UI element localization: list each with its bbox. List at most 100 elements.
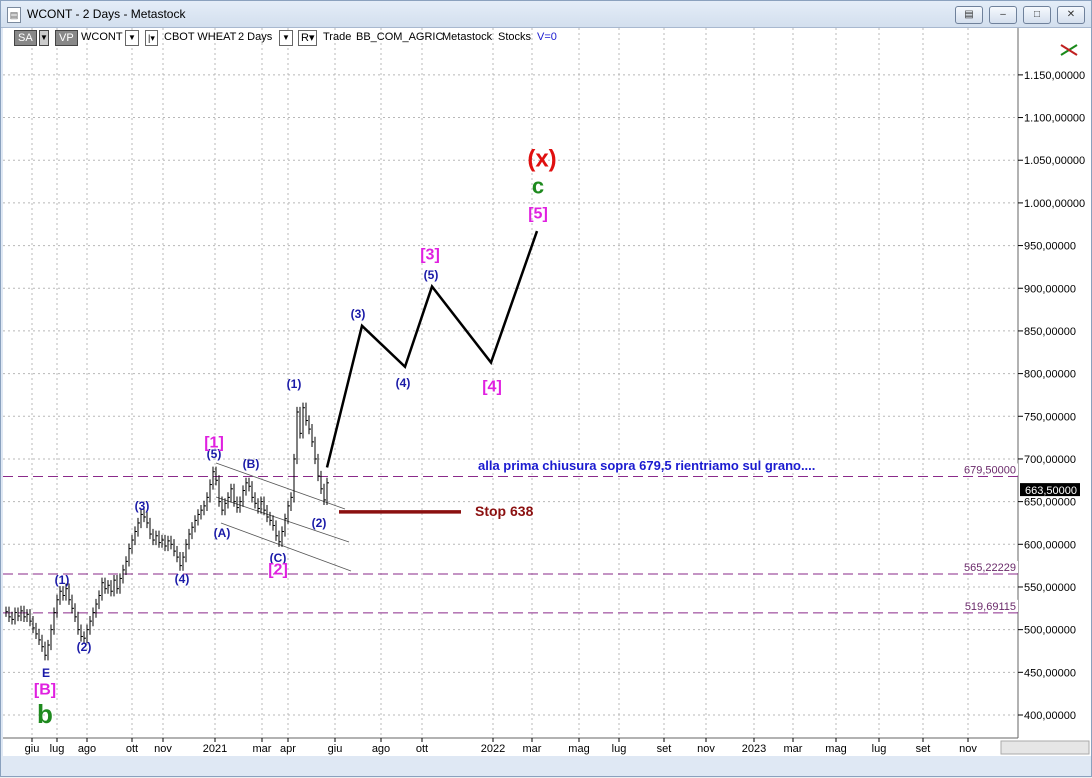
x-axis-panel [3,738,1091,756]
x-tick-label: mag [825,743,846,755]
wave-label: b [37,699,53,729]
instrument-name: CBOT WHEAT [164,31,237,43]
y-tick-label: 850,00000 [1024,326,1076,338]
r-dropdown[interactable]: R▾ [298,30,318,46]
wave-label: [1] [204,435,224,452]
projection-line [325,230,539,468]
symbol-dropdown-icon[interactable]: ▼ [125,30,139,46]
y-tick-label: 1.150,00000 [1024,70,1085,82]
wave-label: (2) [77,640,92,654]
symbol-label: WCONT [81,31,123,43]
x-tick-label: ott [416,743,428,755]
wave-labels: (1) (2) (3) (4) (5) (A) (B) (C) (1) (2) (3) (4) (5) E… [34,145,557,729]
y-tick-label: 950,00000 [1024,241,1076,253]
wave-label: [5] [528,206,548,223]
wave-label: (C) [270,551,287,565]
level-label-bg [956,463,1018,476]
level-label: 519,69115 [965,601,1016,613]
x-tick-label: ago [78,743,96,755]
category-label: Stocks [498,31,532,43]
x-tick-label: 2023 [742,743,766,755]
x-tick-label: ago [372,743,390,755]
stop-label: Stop 638 [475,503,534,519]
price-bars [5,402,329,661]
x-tick-label: lug [50,743,65,755]
y-tick-label: 500,00000 [1024,625,1076,637]
wave-label: [3] [420,247,440,264]
y-tick-label: 700,00000 [1024,454,1076,466]
restore-chart-button[interactable]: ▤ [955,6,983,24]
x-tick-label: giu [25,743,40,755]
level-label: 679,50000 [964,464,1016,476]
window-title: WCONT - 2 Days - Metastock [27,7,186,21]
y-tick-label: 650,00000 [1024,497,1076,509]
y-tick-label: 550,00000 [1024,582,1076,594]
wave-label: (3) [135,499,150,513]
info-toggle-icon[interactable]: |▾ [145,30,158,46]
wave-label: [2] [268,562,288,579]
wave-label: (B) [243,457,260,471]
grid [3,28,1018,738]
y-tick-label: 800,00000 [1024,369,1076,381]
y-tick-label: 1.000,00000 [1024,198,1085,210]
x-tick-label: mar [253,743,272,755]
x-tick-label: nov [154,743,172,755]
wave-label: (1) [287,377,302,391]
periodicity-dropdown-icon[interactable]: ▼ [279,30,293,46]
periodicity-label: 2 Days [238,31,273,43]
chart-tool-icon[interactable] [1060,44,1078,56]
x-tick-label: lug [872,743,887,755]
wave-label: E [42,666,50,680]
y-tick-label: 1.050,00000 [1024,155,1085,167]
volume-label: V=0 [537,31,557,43]
y-tick-label: 600,00000 [1024,539,1076,551]
sector-label: BB_COM_AGRIC [356,31,444,43]
wave-label: [4] [482,379,502,396]
horizontal-scrollbar[interactable] [1000,740,1090,755]
plot-area [3,28,1018,738]
y-tick-label: 450,00000 [1024,667,1076,679]
last-price-marker [1020,483,1080,497]
y-axis-panel [1018,28,1091,738]
wave-label: (4) [396,376,411,390]
close-button[interactable]: ✕ [1057,6,1085,24]
minimize-button[interactable]: – [989,6,1017,24]
horizontal-lines: 679,50000 565,22229 519,69115 [3,463,1018,614]
level-label: 565,22229 [964,562,1016,574]
x-tick-label: mag [568,743,589,755]
y-tick-label: 900,00000 [1024,283,1076,295]
wave-label: (1) [55,573,70,587]
wave-label: c [532,174,544,199]
axes: 400,00000 450,00000 500,00000 550,00000 600,… [25,70,1086,755]
x-tick-label: set [916,743,931,755]
title-bar[interactable]: ▤ WCONT - 2 Days - Metastock ▤ – □ ✕ [1,1,1091,28]
wave-label: (5) [207,447,222,461]
x-tick-label: apr [280,743,296,755]
level-label-bg [956,560,1018,573]
maximize-button[interactable]: □ [1023,6,1051,24]
wave-label: (2) [312,516,327,530]
wave-label: (A) [214,526,231,540]
source-label: Metastock [442,31,493,43]
x-tick-label: mar [784,743,803,755]
x-tick-label: giu [328,743,343,755]
wave-label: (x) [527,145,556,172]
annotations: Stop 638 alla prima chiusura sopra 679,5 … [339,458,1080,519]
sa-button[interactable]: SA [14,30,37,46]
x-tick-label: ott [126,743,138,755]
x-tick-label: 2021 [203,743,227,755]
chart-toolbar: SA ▼ VP WCONT ▼ |▾ CBOT WHEAT 2 Days ▼ R… [2,28,1018,46]
wave-label: [B] [34,682,56,699]
x-tick-label: 2022 [481,743,505,755]
sa-dropdown-icon[interactable]: ▼ [39,30,49,46]
vp-button[interactable]: VP [55,30,78,46]
document-icon: ▤ [7,7,21,23]
x-tick-label: nov [697,743,715,755]
y-tick-label: 1.100,00000 [1024,113,1085,125]
trade-label: Trade [323,31,352,43]
x-tick-label: set [657,743,672,755]
x-tick-label: lug [612,743,627,755]
channel-line-mid [215,496,350,543]
